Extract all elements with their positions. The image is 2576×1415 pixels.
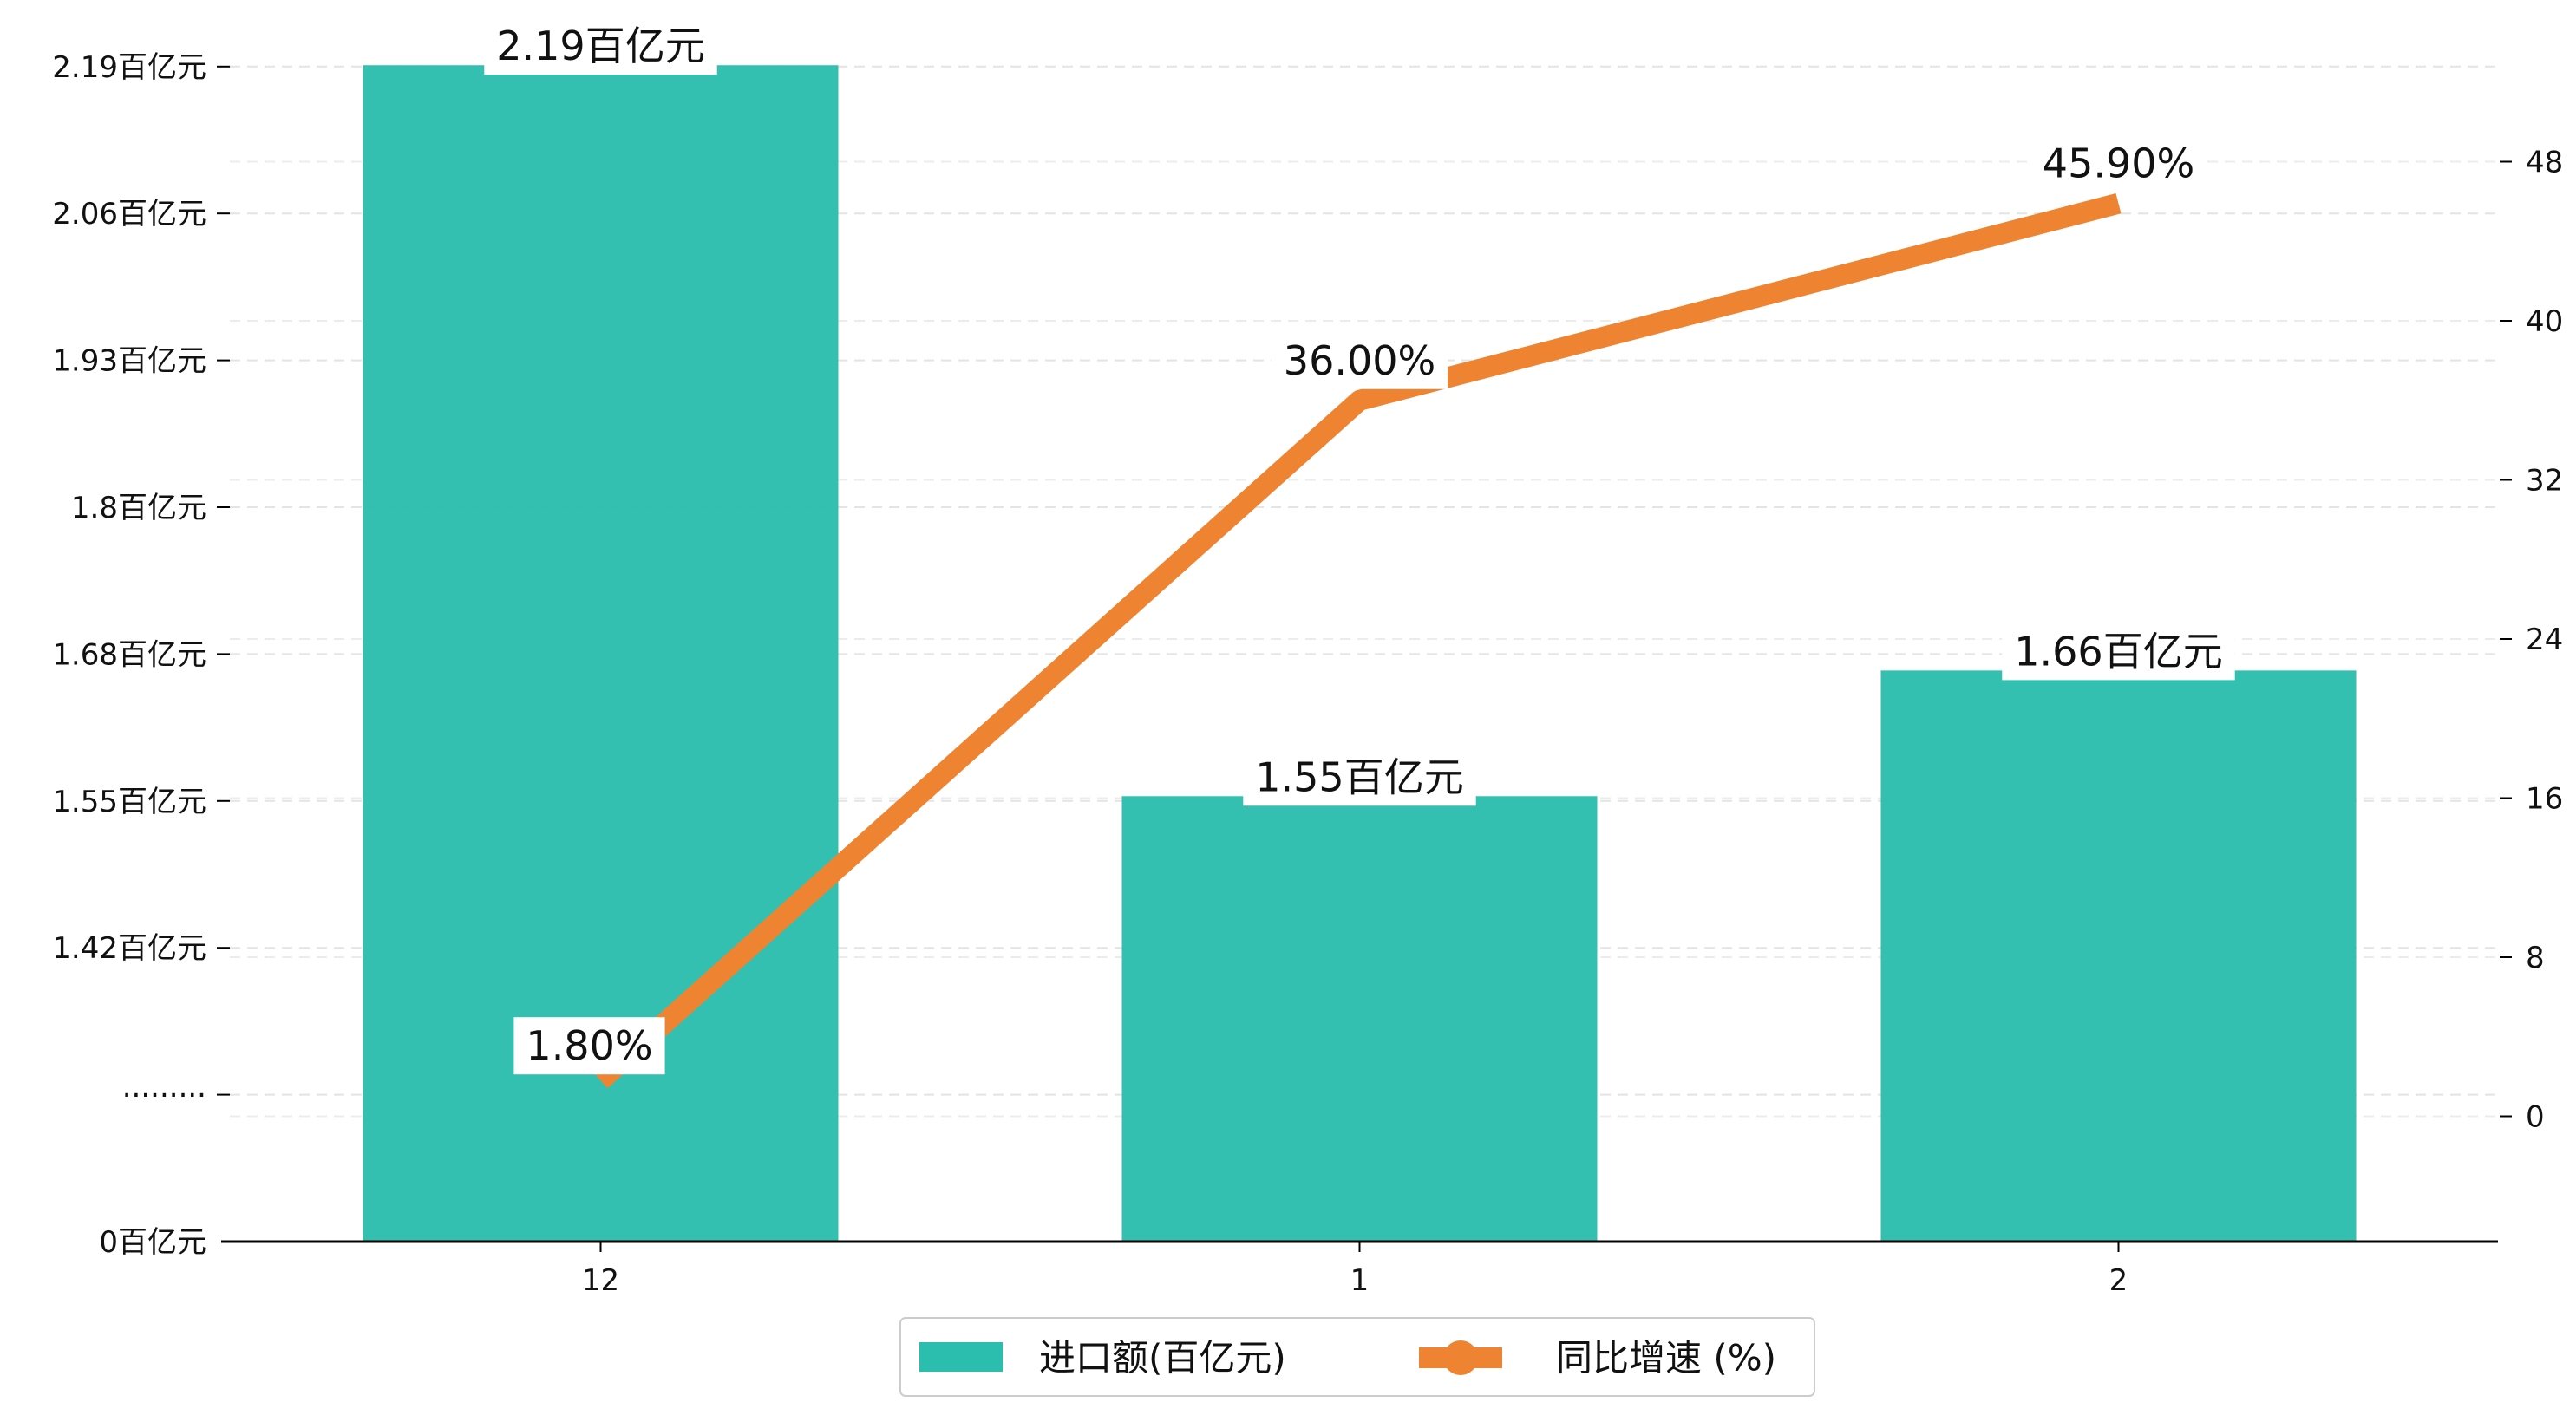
right-tick-label: 0 [2526,1099,2545,1134]
line-value-label-box [1271,331,1448,389]
bar-value-label-box [2002,623,2235,681]
line-value-label: 45.90% [2043,140,2194,187]
left-tick-label: 1.8百亿元 [71,491,206,525]
x-tick-label: 1 [1350,1263,1370,1298]
right-tick-label: 48 [2526,146,2563,180]
right-tick-label: 16 [2526,781,2563,816]
left-tick-label: 1.93百亿元 [52,344,206,379]
bar-value-label-box [484,17,717,75]
bar-series [363,65,2357,1242]
bar-value-label: 1.66百亿元 [2014,628,2222,675]
line-value-label-box [513,1017,665,1075]
x-tick-label: 12 [582,1263,619,1298]
x-tick-label: 2 [2109,1263,2128,1298]
left-tick-label: 1.42百亿元 [52,931,206,966]
bar-2 [1880,670,2357,1242]
data-labels: 2.19百亿元 1.55百亿元 1.66百亿元 1.80% 36.00% 45.90% [484,17,2235,1075]
right-tick-label: 40 [2526,304,2563,339]
left-tick-label: ········· [122,1079,206,1113]
legend-box [899,1317,1815,1397]
legend-label-line: 同比增速 (%) [1556,1337,1776,1379]
left-tick-label: 2.06百亿元 [52,197,206,231]
bar-value-label-box [1243,748,1476,806]
left-tick-label: 1.55百亿元 [52,785,206,819]
line-series [593,193,2122,1089]
bar-1 [1121,796,1598,1242]
growth-line [593,193,2122,1089]
line-value-label: 1.80% [526,1022,652,1069]
legend: 进口额(百亿元) 同比增速 (%) [899,1317,1815,1397]
line-value-label: 36.00% [1284,337,1435,384]
legend-label-bar: 进口额(百亿元) [1039,1337,1286,1379]
bar-value-label: 2.19百亿元 [496,23,704,69]
right-tick-label: 32 [2526,464,2563,499]
line-value-label-box [2030,134,2207,192]
bar-value-label: 1.55百亿元 [1255,753,1463,800]
left-tick-label: 0百亿元 [99,1225,206,1260]
right-tick-label: 8 [2526,941,2545,975]
right-tick-label: 24 [2526,623,2563,657]
axes: 12 1 20百亿元·········1.42百亿元1.55百亿元1.68百亿元1.… [52,50,2563,1298]
legend-swatch-bar [919,1342,1003,1372]
left-tick-label: 2.19百亿元 [52,50,206,85]
left-tick-label: 1.68百亿元 [52,637,206,672]
legend-marker-line [1443,1340,1478,1375]
